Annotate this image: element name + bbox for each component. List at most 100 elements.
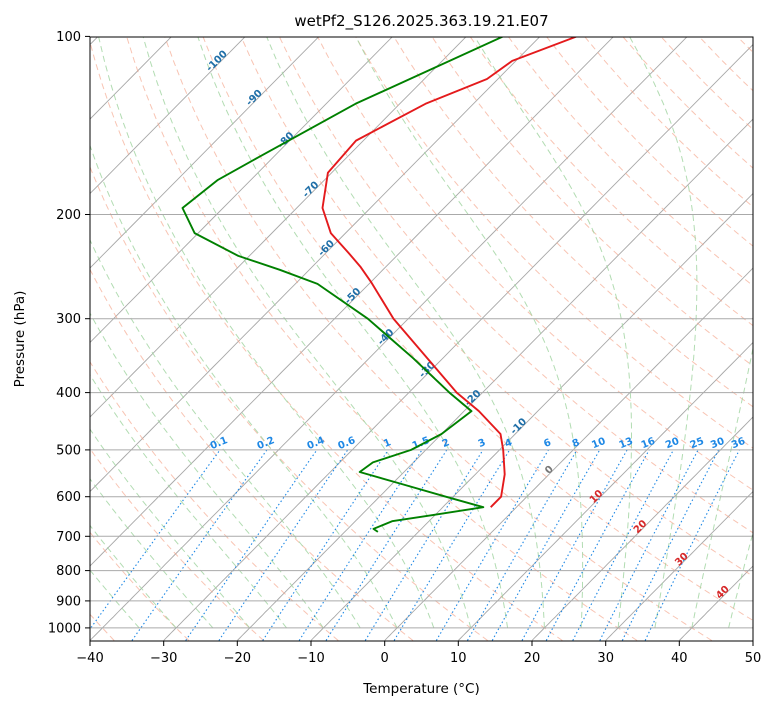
dry-adiabat-line [698,37,753,92]
moist-adiabat-line [90,478,214,629]
mixing-ratio-line [185,449,318,641]
dry-adiabat-line [90,165,488,641]
mixing-ratio-line [491,449,601,641]
isotherm-label: -10 [509,416,530,437]
x-tick-label: −30 [150,651,177,666]
mixing-ratio-label: 30 [709,436,726,451]
y-tick-label: 700 [56,530,81,545]
dry-adiabat-line [317,37,753,491]
isotherm-label: -90 [244,88,265,109]
mixing-ratio-line [621,449,720,641]
dewpoint-trace [181,37,504,533]
moist-adiabat-line [142,37,472,629]
mixing-ratio-line [572,449,674,641]
mixing-ratio-label: 6 [542,437,553,450]
mixing-ratio-line [262,449,389,641]
isotherm-line [310,192,753,641]
mixing-ratio-line [325,449,448,641]
isotherm-line [90,37,393,344]
warm-isotherm-label: 0 [543,464,556,477]
x-tick-label: 10 [450,651,467,666]
dry-adiabat-line [507,37,753,287]
y-tick-label: 300 [56,312,81,327]
background-lines [90,36,775,641]
isotherm-line [457,341,753,641]
moist-adiabat-line [90,312,324,629]
moist-adiabat-line [474,37,632,628]
dry-adiabat-line [164,37,712,641]
dry-adiabat-line [431,37,753,367]
pressure-gridlines [90,214,753,629]
y-tick-label: 500 [56,443,81,458]
isotherm-label: -40 [376,327,397,348]
moist-adiabat-line [90,238,361,629]
mixing-ratio-line [599,449,699,641]
x-tick-label: −10 [297,651,324,666]
y-axis-label: Pressure (hPa) [12,291,28,388]
moist-adiabat-line [90,373,287,629]
dry-adiabat-line [126,37,638,641]
moist-adiabat-line [266,37,545,628]
temperature-trace [321,37,578,508]
dry-adiabat-line [278,37,753,534]
mixing-ratio-label: 4 [503,437,514,450]
dry-adiabat-line [469,37,753,327]
mixing-ratio-line [131,449,268,641]
y-axis: 1000 900 800 700 600 500 400 300 200 100 [48,30,90,636]
x-tick-label: −40 [76,651,103,666]
mixing-ratio-label: 20 [664,436,681,451]
mixing-ratio-label: 16 [640,436,657,451]
y-tick-label: 1000 [48,621,81,636]
isotherm-line [384,267,753,641]
isotherm-line [90,37,614,567]
isotherm-line [90,37,467,418]
x-tick-label: 20 [524,651,541,666]
warm-isotherm-label: 40 [714,584,732,602]
y-tick-label: 900 [56,594,81,609]
mixing-ratio-line [90,449,221,631]
x-tick-label: −20 [224,651,251,666]
isotherm-line [90,37,541,493]
isotherm-label: -100 [204,49,230,75]
isotherm-line [678,565,753,641]
y-tick-label: 400 [56,386,81,401]
y-tick-label: 600 [56,490,81,505]
mixing-ratio-line [298,449,423,641]
mixing-ratio-label: 3 [477,437,488,450]
x-tick-label: 40 [671,651,688,666]
y-tick-label: 800 [56,564,81,579]
dry-adiabat-line [660,37,753,131]
isotherm-label: -80 [276,130,297,151]
dry-adiabat-line [90,360,339,641]
dry-adiabat-line [90,40,563,641]
dry-adiabat-line [546,37,753,247]
plot-frame [89,36,754,642]
mixing-ratio-label: 10 [590,436,607,451]
x-tick-label: 50 [745,651,762,666]
mixing-ratio-label: 13 [618,436,635,451]
y-tick-label: 200 [56,208,81,223]
isotherm-line [605,490,753,641]
chart-title: wetPf2_S126.2025.363.19.21.E07 [294,12,548,31]
mixing-ratio-line [218,449,349,641]
dry-adiabat-line [584,37,753,208]
dry-adiabat-line [90,268,414,641]
y-tick-label: 100 [56,30,81,45]
isotherm-line [236,118,753,641]
mixing-ratio-line [545,449,650,641]
isotherm-label: -70 [301,180,322,201]
moist-adiabat-line [355,37,584,628]
dry-adiabat-line [393,37,753,408]
isotherm-label: -60 [316,238,337,259]
mixing-ratio-label: 1 [382,437,393,450]
dry-adiabat-line [736,37,753,54]
moist-adiabat-line [90,428,251,629]
isotherm-line [90,37,246,195]
x-tick-label: 0 [381,651,389,666]
x-axis-label: Temperature (°C) [362,681,480,697]
mixing-ratio-line [393,449,511,641]
moist-adiabat-line [765,36,775,628]
mixing-ratio-line [644,449,740,641]
mixing-ratio-label: 8 [571,437,582,450]
